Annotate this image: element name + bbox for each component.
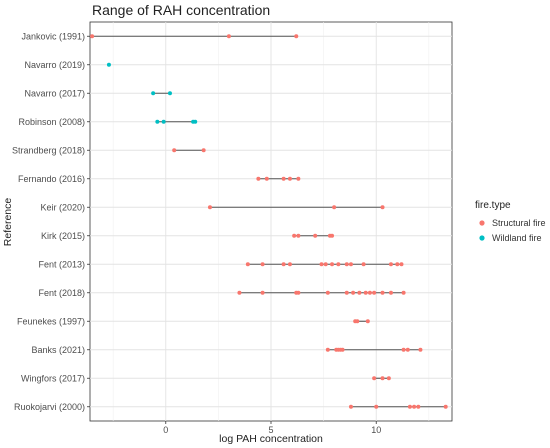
data-point xyxy=(294,34,299,39)
data-point xyxy=(367,290,372,295)
data-point xyxy=(260,290,265,295)
y-tick-label: Jankovic (1991) xyxy=(21,31,85,41)
data-point xyxy=(407,404,412,409)
data-point xyxy=(332,205,337,210)
data-point xyxy=(365,319,370,324)
data-point xyxy=(357,290,362,295)
y-axis-title: Reference xyxy=(2,198,14,247)
data-point xyxy=(399,262,404,267)
data-point xyxy=(245,262,250,267)
legend-key xyxy=(479,220,485,226)
legend: fire.type Structural fire Wildland fire xyxy=(475,200,546,243)
data-point xyxy=(193,119,198,124)
data-point xyxy=(151,91,156,96)
data-point xyxy=(372,376,377,381)
data-point xyxy=(405,347,410,352)
data-point xyxy=(287,262,292,267)
data-point xyxy=(281,262,286,267)
data-point xyxy=(325,290,330,295)
data-point xyxy=(355,319,360,324)
data-point xyxy=(401,347,406,352)
data-point xyxy=(106,62,111,67)
y-tick-label: Strandberg (2018) xyxy=(12,145,85,155)
data-point xyxy=(374,404,379,409)
data-point xyxy=(226,34,231,39)
data-point xyxy=(380,376,385,381)
data-point xyxy=(388,290,393,295)
data-point xyxy=(172,148,177,153)
x-tick-label: 5 xyxy=(268,425,273,435)
data-point xyxy=(207,205,212,210)
data-point xyxy=(340,347,345,352)
x-tick-label: 0 xyxy=(163,425,168,435)
data-point xyxy=(330,233,335,238)
data-point xyxy=(443,404,448,409)
data-point xyxy=(256,176,261,181)
data-point xyxy=(167,91,172,96)
data-point xyxy=(348,262,353,267)
data-point xyxy=(325,347,330,352)
data-point xyxy=(292,233,297,238)
legend-title: fire.type xyxy=(475,200,511,211)
data-point xyxy=(348,404,353,409)
data-point xyxy=(412,404,417,409)
y-tick-label: Keir (2020) xyxy=(40,202,85,212)
y-tick-labels: Jankovic (1991) Navarro (2019) Navarro (20… xyxy=(12,31,90,412)
data-point xyxy=(260,262,265,267)
data-point xyxy=(388,262,393,267)
x-tick-labels: 0 5 10 xyxy=(163,421,381,435)
y-tick-label: Fent (2013) xyxy=(38,259,85,269)
data-point xyxy=(201,148,206,153)
data-point xyxy=(336,262,341,267)
data-point xyxy=(386,376,391,381)
data-point xyxy=(372,290,377,295)
y-tick-label: Fernando (2016) xyxy=(18,174,85,184)
data-point xyxy=(361,262,366,267)
x-axis-title: log PAH concentration xyxy=(219,433,323,445)
data-point xyxy=(264,176,269,181)
y-tick-label: Ruokojarvi (2000) xyxy=(14,402,85,412)
data-point xyxy=(344,290,349,295)
data-point xyxy=(418,347,423,352)
y-tick-label: Kirk (2015) xyxy=(41,231,85,241)
data-point xyxy=(323,262,328,267)
data-point xyxy=(90,34,95,39)
y-tick-label: Wingfors (2017) xyxy=(21,373,85,383)
data-point xyxy=(296,176,301,181)
data-point xyxy=(380,290,385,295)
x-tick-label: 10 xyxy=(371,425,381,435)
data-point xyxy=(344,262,349,267)
legend-label: Wildland fire xyxy=(492,233,542,243)
y-tick-label: Feunekes (1997) xyxy=(17,316,85,326)
data-point xyxy=(401,290,406,295)
legend-label: Structural fire xyxy=(492,218,546,228)
data-point xyxy=(363,290,368,295)
data-point xyxy=(380,205,385,210)
y-tick-label: Navarro (2019) xyxy=(24,60,85,70)
legend-key xyxy=(479,235,485,241)
data-point xyxy=(319,262,324,267)
data-point xyxy=(351,290,356,295)
data-point xyxy=(296,290,301,295)
data-point xyxy=(287,176,292,181)
data-point xyxy=(281,176,286,181)
chart-title: Range of RAH concentration xyxy=(92,2,271,18)
legend-items: Structural fire Wildland fire xyxy=(479,218,546,243)
data-point xyxy=(155,119,160,124)
data-point xyxy=(330,262,335,267)
data-point xyxy=(296,233,301,238)
data-point xyxy=(237,290,242,295)
point-layer xyxy=(90,34,448,409)
data-point xyxy=(161,119,166,124)
y-tick-label: Banks (2021) xyxy=(31,345,85,355)
y-tick-label: Robinson (2008) xyxy=(18,117,85,127)
y-tick-label: Navarro (2017) xyxy=(24,88,85,98)
data-point xyxy=(395,262,400,267)
data-point xyxy=(416,404,421,409)
y-tick-label: Fent (2018) xyxy=(38,288,85,298)
data-point xyxy=(313,233,318,238)
